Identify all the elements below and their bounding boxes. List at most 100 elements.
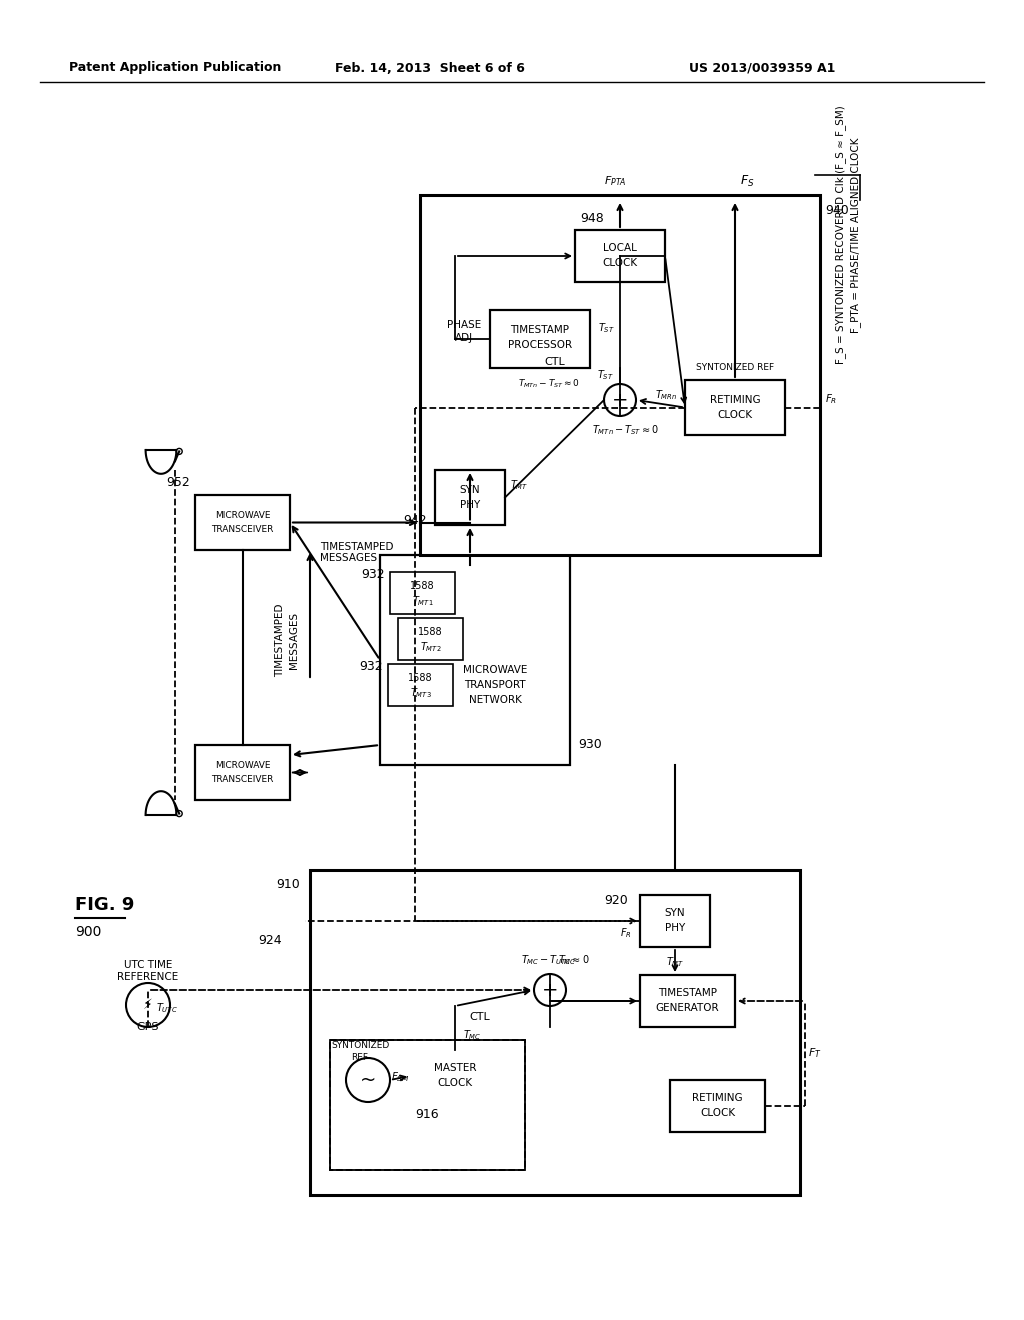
Text: SYN: SYN: [665, 908, 685, 917]
Circle shape: [534, 974, 566, 1006]
Bar: [420, 195, 820, 554]
Text: RETIMING: RETIMING: [710, 395, 760, 405]
Text: SYNTONIZED: SYNTONIZED: [331, 1041, 389, 1051]
Text: NETWORK: NETWORK: [469, 696, 521, 705]
Bar: [640, 895, 710, 946]
Text: 900: 900: [75, 925, 101, 939]
Text: 910: 910: [276, 879, 300, 891]
Bar: [310, 870, 800, 1195]
Circle shape: [346, 1059, 390, 1102]
Bar: [575, 230, 665, 282]
Text: $F_{SM}$: $F_{SM}$: [391, 1071, 410, 1084]
Text: 932: 932: [359, 660, 383, 673]
Text: 1588: 1588: [411, 581, 435, 591]
Text: ~: ~: [359, 1071, 376, 1089]
Text: $T_{MT2}$: $T_{MT2}$: [420, 640, 441, 653]
Text: 940: 940: [825, 203, 849, 216]
Text: ADJ: ADJ: [455, 333, 473, 343]
Text: US 2013/0039359 A1: US 2013/0039359 A1: [689, 62, 836, 74]
Text: CLOCK: CLOCK: [718, 411, 753, 420]
Text: TIMESTAMPED
MESSAGES: TIMESTAMPED MESSAGES: [319, 541, 393, 564]
Bar: [398, 618, 463, 660]
Text: MASTER: MASTER: [434, 1063, 476, 1073]
Text: $T_{ST}$: $T_{ST}$: [597, 368, 613, 381]
Text: 932: 932: [361, 569, 385, 582]
Text: PHASE: PHASE: [446, 319, 481, 330]
Text: $T_{MTn} - T_{ST} \approx 0$: $T_{MTn} - T_{ST} \approx 0$: [592, 424, 658, 437]
Circle shape: [176, 810, 182, 817]
Text: $F_S$: $F_S$: [740, 173, 755, 189]
Text: 1588: 1588: [409, 673, 433, 682]
Text: CLOCK: CLOCK: [437, 1078, 472, 1088]
Text: MESSAGES: MESSAGES: [289, 611, 299, 668]
Text: $T_{MT1}$: $T_{MT1}$: [412, 594, 433, 609]
Text: PHY: PHY: [665, 923, 685, 933]
Text: +: +: [611, 391, 629, 409]
Text: $T_{MTn} - T_{ST} \approx 0$: $T_{MTn} - T_{ST} \approx 0$: [518, 378, 580, 391]
Text: 920: 920: [604, 894, 628, 907]
Text: $T_{MT}$: $T_{MT}$: [510, 479, 528, 492]
Text: TIMESTAMP: TIMESTAMP: [511, 325, 569, 335]
Text: FIG. 9: FIG. 9: [75, 896, 134, 913]
Text: F_S = SYNTONIZED RECOVERED Clk (F_S ≈ F_SM): F_S = SYNTONIZED RECOVERED Clk (F_S ≈ F_…: [835, 106, 846, 364]
Bar: [390, 572, 455, 614]
Text: SYN: SYN: [460, 484, 480, 495]
Text: CTL: CTL: [545, 356, 565, 367]
Bar: [330, 1040, 525, 1170]
Text: SYNTONIZED REF: SYNTONIZED REF: [696, 363, 774, 372]
Text: CLOCK: CLOCK: [602, 257, 638, 268]
Text: ⚡: ⚡: [143, 998, 153, 1012]
Text: $T_{MT3}$: $T_{MT3}$: [410, 686, 431, 700]
Text: TIMESTAMPED: TIMESTAMPED: [275, 603, 285, 677]
Bar: [195, 495, 290, 550]
Text: Patent Application Publication: Patent Application Publication: [69, 62, 282, 74]
Circle shape: [604, 384, 636, 416]
Text: Feb. 14, 2013  Sheet 6 of 6: Feb. 14, 2013 Sheet 6 of 6: [335, 62, 525, 74]
Text: CLOCK: CLOCK: [700, 1107, 735, 1118]
Text: 942: 942: [403, 513, 427, 527]
Circle shape: [176, 449, 182, 454]
Bar: [330, 1040, 525, 1170]
Text: LOCAL: LOCAL: [603, 243, 637, 253]
Text: 916: 916: [415, 1107, 438, 1121]
Text: 1588: 1588: [418, 627, 442, 638]
Bar: [670, 1080, 765, 1133]
Text: $T_{MRn}$: $T_{MRn}$: [654, 388, 677, 403]
Text: $T_{MT}$: $T_{MT}$: [666, 956, 684, 969]
Text: MICROWAVE: MICROWAVE: [215, 760, 270, 770]
Text: UTC TIME: UTC TIME: [124, 960, 172, 970]
Text: GENERATOR: GENERATOR: [655, 1003, 719, 1012]
Text: TRANSCEIVER: TRANSCEIVER: [211, 775, 273, 784]
Text: $F_{PTA}$: $F_{PTA}$: [604, 174, 627, 187]
Text: +: +: [542, 981, 558, 999]
Bar: [410, 1049, 500, 1102]
Text: MICROWAVE: MICROWAVE: [463, 665, 527, 675]
Text: 930: 930: [578, 738, 602, 751]
Text: $T_{MC} - T_{UTC} \approx 0$: $T_{MC} - T_{UTC} \approx 0$: [521, 953, 589, 966]
Text: $T_{MC}$: $T_{MC}$: [558, 953, 577, 966]
Text: 924: 924: [258, 933, 282, 946]
Text: $F_R$: $F_R$: [621, 927, 632, 940]
Text: TRANSCEIVER: TRANSCEIVER: [211, 524, 273, 533]
Text: REFERENCE: REFERENCE: [118, 972, 178, 982]
Bar: [490, 310, 590, 368]
Bar: [640, 975, 735, 1027]
Text: $T_{MC}$: $T_{MC}$: [463, 1028, 481, 1041]
Text: CTL: CTL: [470, 1012, 490, 1022]
Text: 952: 952: [166, 477, 190, 490]
Text: F_PTA = PHASE/TIME ALIGNED CLOCK: F_PTA = PHASE/TIME ALIGNED CLOCK: [850, 137, 861, 333]
Text: RETIMING: RETIMING: [692, 1093, 742, 1104]
Bar: [435, 470, 505, 525]
Text: GPS: GPS: [137, 1022, 160, 1032]
Text: MICROWAVE: MICROWAVE: [215, 511, 270, 520]
Bar: [380, 554, 570, 766]
Text: TIMESTAMP: TIMESTAMP: [658, 987, 717, 998]
Text: PHY: PHY: [460, 500, 480, 510]
Text: $F_R$: $F_R$: [825, 392, 838, 407]
Text: $F_T$: $F_T$: [808, 1047, 821, 1060]
Bar: [388, 664, 453, 706]
Text: TRANSPORT: TRANSPORT: [464, 680, 525, 690]
Text: PROCESSOR: PROCESSOR: [508, 341, 572, 350]
Text: $T_{ST}$: $T_{ST}$: [598, 321, 615, 335]
Text: REF: REF: [351, 1052, 369, 1061]
